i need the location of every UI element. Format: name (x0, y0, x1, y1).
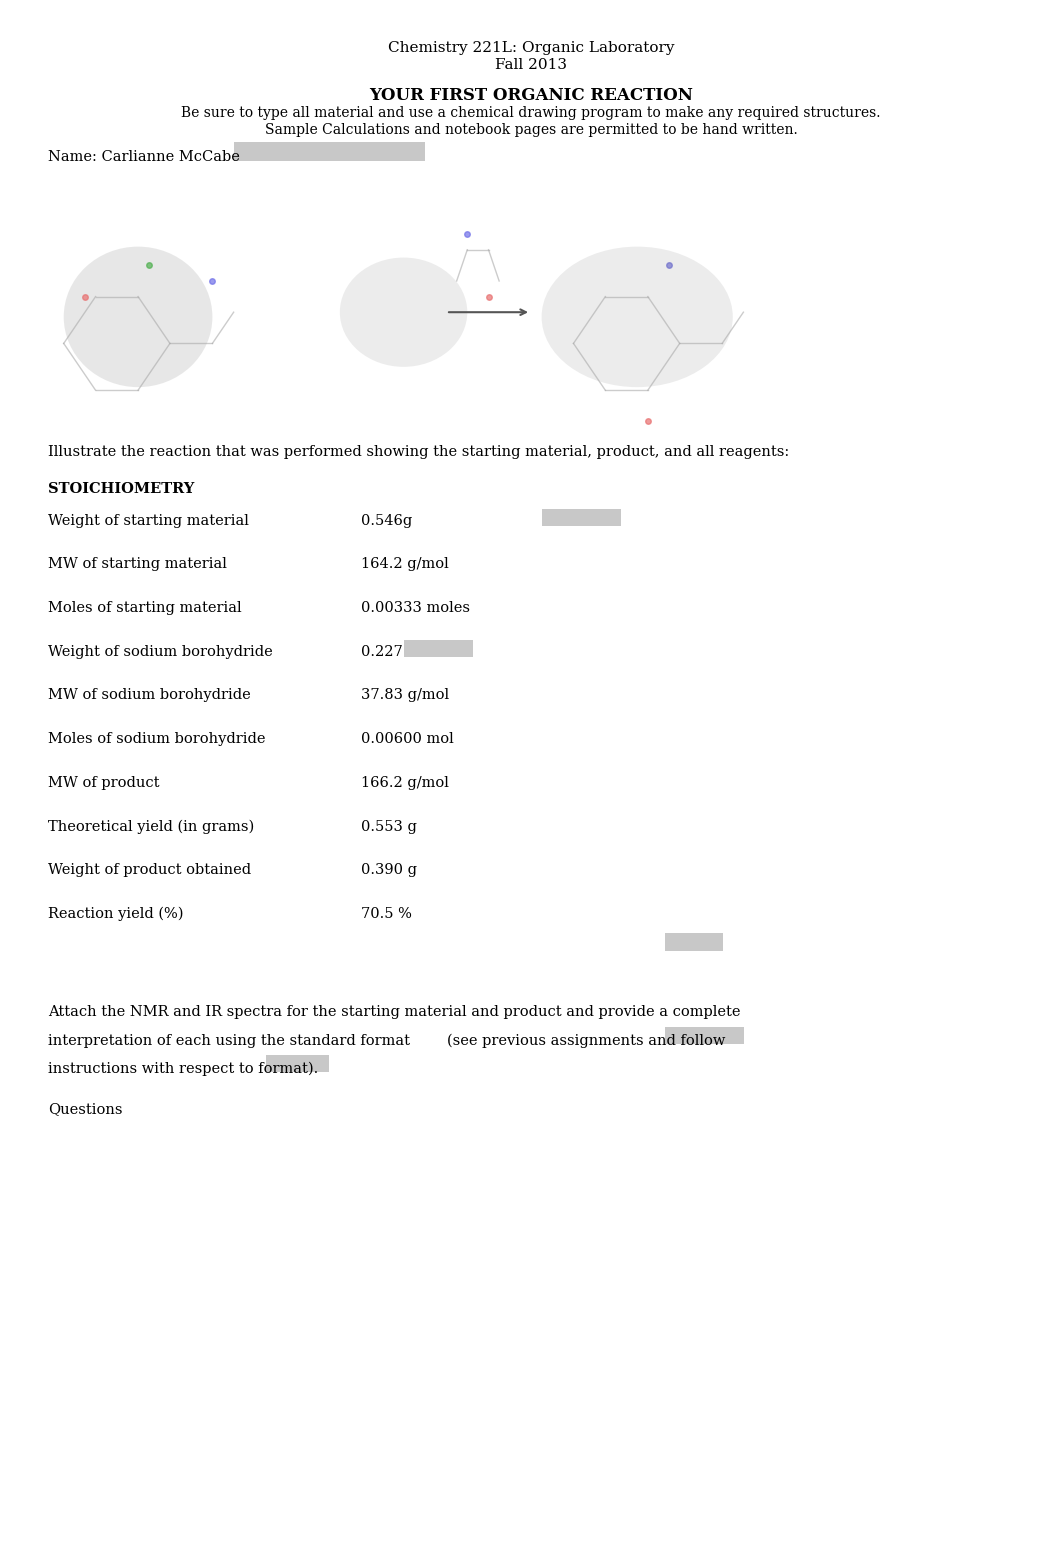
Text: 37.83 g/mol: 37.83 g/mol (361, 688, 449, 702)
FancyBboxPatch shape (266, 1055, 329, 1072)
Text: 0.546g: 0.546g (361, 514, 412, 528)
Text: Name: Carlianne McCabe: Name: Carlianne McCabe (48, 150, 240, 164)
Text: Reaction yield (%): Reaction yield (%) (48, 907, 184, 921)
Text: Moles of starting material: Moles of starting material (48, 601, 241, 615)
Text: Moles of sodium borohydride: Moles of sodium borohydride (48, 732, 266, 746)
Text: Weight of product obtained: Weight of product obtained (48, 863, 251, 877)
Text: Theoretical yield (in grams): Theoretical yield (in grams) (48, 820, 254, 834)
Ellipse shape (542, 247, 733, 387)
Text: MW of sodium borohydride: MW of sodium borohydride (48, 688, 251, 702)
FancyBboxPatch shape (542, 509, 621, 526)
Text: 0.553 g: 0.553 g (361, 820, 417, 834)
Text: 166.2 g/mol: 166.2 g/mol (361, 776, 449, 790)
Text: 0.00333 moles: 0.00333 moles (361, 601, 470, 615)
Text: Attach the NMR and IR spectra for the starting material and product and provide : Attach the NMR and IR spectra for the st… (48, 1005, 740, 1019)
Text: Weight of starting material: Weight of starting material (48, 514, 249, 528)
FancyBboxPatch shape (234, 142, 425, 161)
Text: Fall 2013: Fall 2013 (495, 58, 567, 72)
Text: YOUR FIRST ORGANIC REACTION: YOUR FIRST ORGANIC REACTION (370, 87, 692, 105)
Text: STOICHIOMETRY: STOICHIOMETRY (48, 482, 194, 496)
FancyBboxPatch shape (42, 164, 276, 437)
Text: interpretation of each using the standard format        (see previous assignment: interpretation of each using the standar… (48, 1033, 725, 1047)
Text: MW of starting material: MW of starting material (48, 557, 226, 571)
Text: Illustrate the reaction that was performed showing the starting material, produc: Illustrate the reaction that was perform… (48, 445, 789, 459)
Text: 70.5 %: 70.5 % (361, 907, 412, 921)
FancyBboxPatch shape (665, 933, 723, 951)
Text: 0.390 g: 0.390 g (361, 863, 417, 877)
Text: Questions: Questions (48, 1102, 122, 1116)
FancyBboxPatch shape (665, 1027, 744, 1044)
Text: instructions with respect to format).: instructions with respect to format). (48, 1061, 318, 1076)
Text: MW of product: MW of product (48, 776, 159, 790)
FancyBboxPatch shape (404, 640, 473, 657)
Ellipse shape (340, 258, 467, 367)
Ellipse shape (64, 247, 212, 387)
Text: Weight of sodium borohydride: Weight of sodium borohydride (48, 645, 273, 659)
Text: Be sure to type all material and use a chemical drawing program to make any requ: Be sure to type all material and use a c… (182, 106, 880, 120)
Text: 164.2 g/mol: 164.2 g/mol (361, 557, 449, 571)
Text: 0.00600 mol: 0.00600 mol (361, 732, 453, 746)
Text: Sample Calculations and notebook pages are permitted to be hand written.: Sample Calculations and notebook pages a… (264, 123, 798, 137)
Text: Chemistry 221L: Organic Laboratory: Chemistry 221L: Organic Laboratory (388, 41, 674, 55)
Text: 0.227: 0.227 (361, 645, 402, 659)
